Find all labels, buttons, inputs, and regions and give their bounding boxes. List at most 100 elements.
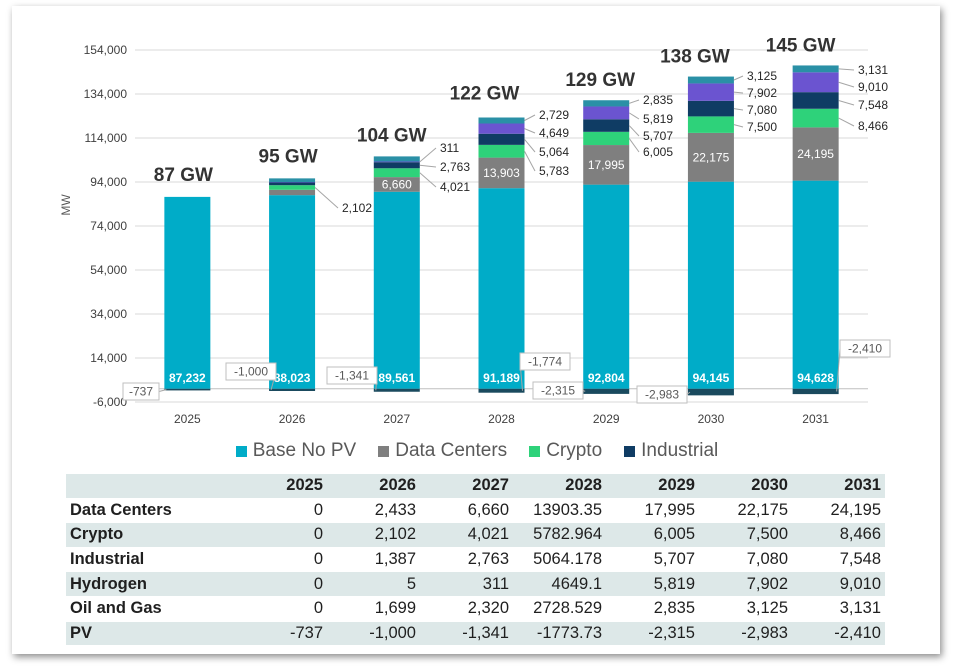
x-tick-label: 2029 <box>593 412 620 426</box>
bar-base-no-pv <box>687 181 734 389</box>
table-cell: 4,021 <box>420 522 513 548</box>
leader-line <box>838 99 855 106</box>
total-label: 87 GW <box>154 165 213 186</box>
table-cell: 5,819 <box>606 571 699 597</box>
bar-industrial <box>373 162 420 169</box>
data-label-data-centers: 6,660 <box>382 177 412 191</box>
data-label-oil-and-gas: 2,835 <box>643 93 673 107</box>
bar-data-centers <box>792 127 839 181</box>
data-label-crypto: 2,102 <box>342 201 372 215</box>
leader-line <box>158 389 167 392</box>
table-cell: 13903.35 <box>513 498 606 524</box>
leader-line <box>733 108 744 111</box>
bar-oil-and-gas <box>687 76 734 84</box>
bar-hydrogen <box>478 123 525 134</box>
data-label-pv: -2,410 <box>848 342 882 356</box>
bar-industrial <box>583 119 630 132</box>
bar-pv <box>164 388 211 391</box>
data-label-data-centers: 24,195 <box>797 147 834 161</box>
table-cell: 6,660 <box>420 498 513 524</box>
bar-data-centers <box>687 132 734 182</box>
table-cell: 2,763 <box>420 547 513 573</box>
total-label: 145 GW <box>766 35 836 56</box>
bar-hydrogen <box>687 83 734 101</box>
bar-base-no-pv <box>373 191 420 389</box>
bar-pv <box>583 388 630 394</box>
table-cell: 5,707 <box>606 547 699 573</box>
table-row-label: Hydrogen <box>66 571 234 597</box>
table-header-cell: 2025 <box>234 474 327 499</box>
data-label-pv: -1,774 <box>528 355 562 369</box>
data-label-industrial: 5,707 <box>643 129 673 143</box>
table-header-cell: 2030 <box>699 474 792 499</box>
x-tick-label: 2026 <box>279 412 306 426</box>
bar-oil-and-gas <box>269 178 316 183</box>
bar-base-no-pv <box>583 184 630 389</box>
table-cell: 0 <box>234 498 327 524</box>
legend-item: Industrial <box>624 440 718 462</box>
y-tick-label: 34,000 <box>90 307 127 321</box>
table-cell: -1773.73 <box>513 621 606 647</box>
leader-line <box>629 99 640 104</box>
data-label-pv: -737 <box>129 385 153 399</box>
table-row-label: Oil and Gas <box>66 596 234 622</box>
bar-crypto <box>687 116 734 133</box>
table-cell: -2,983 <box>699 621 792 647</box>
y-tick-label: 54,000 <box>90 263 127 277</box>
leader-line <box>628 125 640 137</box>
legend-swatch <box>529 445 541 457</box>
table-cell: 2,102 <box>327 522 420 548</box>
data-label-hydrogen: 4,649 <box>539 126 569 140</box>
bar-industrial <box>687 100 734 117</box>
pv-label-box <box>519 352 571 371</box>
leader-line <box>838 68 855 71</box>
leader-line <box>524 138 536 153</box>
x-tick-label: 2025 <box>174 412 201 426</box>
table-row: Crypto 0 2,102 4,021 5782.964 6,005 7,500 8,466 <box>66 522 885 548</box>
x-tick-label: 2031 <box>802 412 829 426</box>
data-label-oil-and-gas: 2,729 <box>539 108 569 122</box>
bar-pv <box>687 388 734 396</box>
table-row-label: PV <box>66 621 234 647</box>
table-cell: 2728.529 <box>513 596 606 622</box>
bar-hydrogen <box>583 106 630 120</box>
bar-hydrogen <box>373 161 420 163</box>
leader-line <box>838 81 855 88</box>
data-label-base: 92,804 <box>588 371 625 385</box>
table-row: Industrial 0 1,387 2,763 5064.178 5,707 7,080 7… <box>66 547 885 573</box>
leader-line <box>733 91 744 94</box>
data-label-crypto: 8,466 <box>858 119 888 133</box>
table-cell: 7,902 <box>699 571 792 597</box>
bar-base-no-pv <box>164 196 211 389</box>
table-header-row: 2025 2026 2027 2028 2029 2030 2031 <box>66 474 885 499</box>
table-cell: -2,315 <box>606 621 699 647</box>
table-cell: -737 <box>234 621 327 647</box>
bar-industrial <box>792 92 839 109</box>
table-row-label: Crypto <box>66 522 234 548</box>
leader-line <box>733 124 744 128</box>
data-label-crypto: 4,021 <box>440 180 470 194</box>
legend-swatch <box>624 445 636 457</box>
table-cell: -2,410 <box>792 621 885 647</box>
table-header-cell: 2031 <box>792 474 885 499</box>
bar-base-no-pv <box>478 188 525 389</box>
table-header-cell: 2026 <box>327 474 420 499</box>
table-cell: 2,320 <box>420 596 513 622</box>
bar-oil-and-gas <box>792 65 839 73</box>
total-label: 95 GW <box>259 146 318 167</box>
table-cell: 2,433 <box>327 498 420 524</box>
bar-hydrogen <box>792 72 839 93</box>
table-row: PV -737 -1,000 -1,341 -1773.73 -2,315 -2,983 -2… <box>66 621 885 647</box>
data-label-base: 88,023 <box>274 371 311 385</box>
legend-label: Industrial <box>641 440 719 461</box>
total-label: 122 GW <box>450 84 520 105</box>
table-cell: 8,466 <box>792 522 885 548</box>
table-header-cell: 2029 <box>606 474 699 499</box>
total-label: 104 GW <box>357 125 427 146</box>
data-label-base: 94,145 <box>693 371 730 385</box>
legend-item: Base No PV <box>235 440 357 462</box>
leader-line <box>838 117 855 127</box>
x-tick-label: 2030 <box>698 412 725 426</box>
pv-label-box <box>225 362 277 381</box>
legend-label: Base No PV <box>252 440 357 461</box>
